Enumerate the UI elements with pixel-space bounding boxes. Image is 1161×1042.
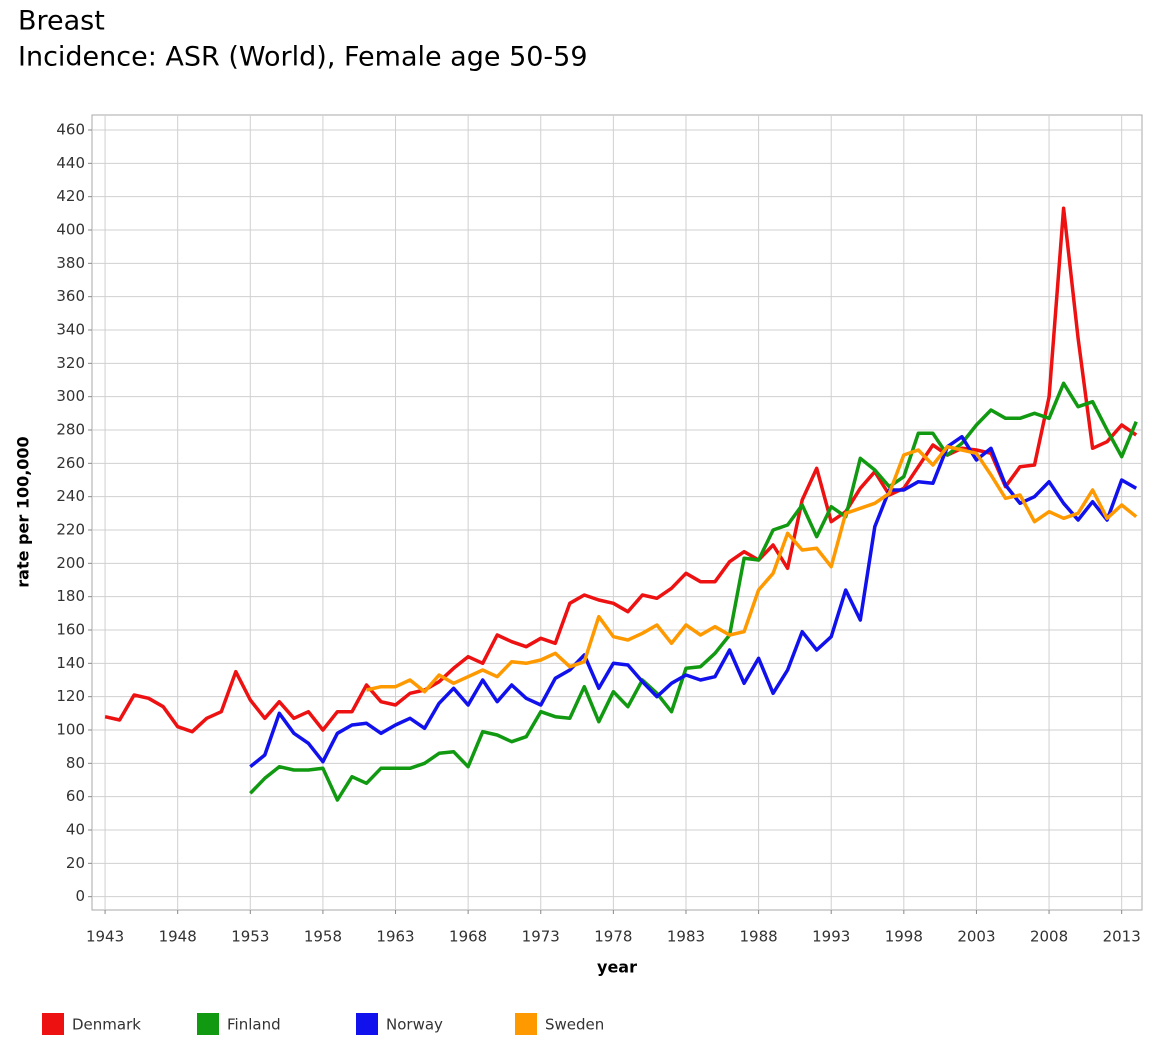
y-tick-label: 380 <box>56 254 85 272</box>
y-tick-label: 420 <box>56 187 85 205</box>
x-tick-label: 2003 <box>957 928 995 946</box>
legend-label: Finland <box>227 1016 281 1034</box>
y-axis-label: rate per 100,000 <box>14 436 33 587</box>
y-tick-label: 400 <box>56 221 85 239</box>
y-tick-label: 300 <box>56 387 85 405</box>
y-tick-label: 440 <box>56 154 85 172</box>
y-tick-label: 140 <box>56 654 85 672</box>
series-line <box>366 444 1138 694</box>
y-tick-label: 200 <box>56 554 85 572</box>
plot-area <box>91 114 1143 911</box>
x-tick-label: 1973 <box>522 928 560 946</box>
legend-label: Denmark <box>72 1016 141 1034</box>
x-tick-label: 1968 <box>449 928 487 946</box>
x-tick-label: 1993 <box>812 928 850 946</box>
y-tick-label: 160 <box>56 621 85 639</box>
x-axis-label: year <box>597 958 637 977</box>
y-tick-label: 80 <box>66 754 85 772</box>
y-tick-label: 40 <box>66 821 85 839</box>
y-tick-label: 180 <box>56 587 85 605</box>
y-tick-label: 280 <box>56 421 85 439</box>
series-line <box>249 434 1138 769</box>
x-tick-label: 1998 <box>885 928 923 946</box>
y-tick-label: 100 <box>56 721 85 739</box>
x-tick-label: 1988 <box>740 928 778 946</box>
y-tick-label: 340 <box>56 321 85 339</box>
x-tick-label: 1963 <box>376 928 414 946</box>
x-tick-label: 1953 <box>231 928 269 946</box>
legend-swatch <box>42 1013 64 1035</box>
y-tick-label: 360 <box>56 287 85 305</box>
y-tick-label: 260 <box>56 454 85 472</box>
legend-label: Sweden <box>545 1016 604 1034</box>
y-tick-label: 0 <box>75 887 85 905</box>
legend-label: Norway <box>386 1016 443 1034</box>
y-tick-label: 460 <box>56 121 85 139</box>
legend-swatch <box>197 1013 219 1035</box>
series-line <box>104 206 1138 734</box>
y-tick-label: 60 <box>66 787 85 805</box>
x-tick-label: 1958 <box>304 928 342 946</box>
x-tick-label: 1948 <box>159 928 197 946</box>
y-tick-label: 20 <box>66 854 85 872</box>
series-line <box>249 381 1138 802</box>
x-tick-label: 2013 <box>1103 928 1141 946</box>
y-tick-label: 120 <box>56 687 85 705</box>
y-tick-label: 220 <box>56 521 85 539</box>
x-tick-label: 1983 <box>667 928 705 946</box>
x-tick-label: 1943 <box>86 928 124 946</box>
chart-title: Breast <box>18 6 105 37</box>
y-tick-label: 320 <box>56 354 85 372</box>
legend-swatch <box>356 1013 378 1035</box>
x-tick-label: 2008 <box>1030 928 1068 946</box>
chart-subtitle: Incidence: ASR (World), Female age 50-59 <box>18 42 588 73</box>
x-tick-label: 1978 <box>594 928 632 946</box>
legend-swatch <box>515 1013 537 1035</box>
y-tick-label: 240 <box>56 487 85 505</box>
